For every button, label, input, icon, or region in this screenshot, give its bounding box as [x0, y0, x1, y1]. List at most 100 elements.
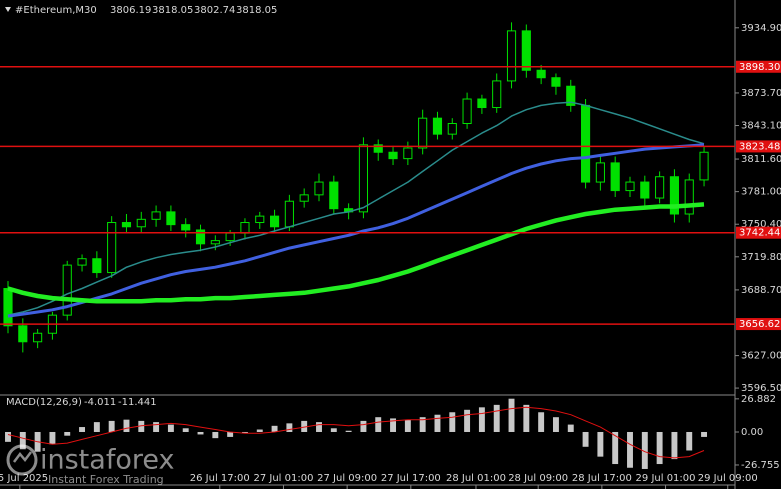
candle-body	[655, 176, 665, 199]
watermark-tagline: Instant Forex Trading	[48, 473, 164, 486]
candle-body	[610, 162, 620, 192]
price-panel: 3934.90 3873.70 3843.10 3811.60 3781.00 3750.…	[0, 22, 781, 489]
candle-body	[640, 181, 650, 199]
candle-body	[462, 98, 472, 125]
signal-line	[7, 406, 705, 459]
macd-bar	[449, 412, 456, 432]
macd-bar	[138, 420, 145, 432]
x-tick-label: 29 Jul 09:00	[698, 473, 758, 484]
macd-bar	[241, 431, 248, 434]
macd-bar	[19, 431, 26, 450]
candle-body	[240, 222, 250, 234]
macd-bar	[316, 422, 322, 432]
x-tick-label: 29 Jul 01:00	[636, 473, 696, 484]
watermark-logo-mark	[13, 451, 32, 463]
macd-bar	[686, 431, 693, 451]
macd-bar	[523, 404, 530, 432]
candle-body	[284, 200, 294, 228]
macd-bar	[167, 424, 174, 432]
y-tick-label: 3750.40	[741, 219, 781, 230]
menu-arrow[interactable]	[5, 7, 11, 12]
level-label: 3898.30	[739, 62, 780, 73]
y-tick-label: 3627.00	[741, 351, 781, 362]
candle-body	[92, 258, 102, 274]
y-tick-label: 3719.80	[741, 252, 781, 263]
macd-bar	[701, 431, 708, 437]
header-value: 3802.74	[194, 5, 235, 16]
candle-body	[33, 332, 43, 343]
y-tick-label: 3873.70	[741, 88, 781, 99]
header-value: 3818.05	[152, 5, 193, 16]
candle-body	[418, 117, 428, 149]
x-tick-label: 25 Jul 2025	[0, 473, 48, 484]
candle-body	[107, 222, 117, 274]
macd-bar	[49, 431, 56, 445]
candle-body	[195, 229, 206, 245]
candle-body	[269, 215, 280, 228]
macd-bar	[478, 407, 485, 432]
candle-body	[136, 218, 146, 228]
macd-bar	[656, 431, 663, 465]
candle-body	[225, 232, 235, 242]
watermark-brand: instaforex	[40, 445, 174, 476]
candle-body	[566, 85, 576, 106]
candle-body	[181, 224, 191, 231]
macd-bar	[641, 431, 648, 469]
candle-body	[625, 181, 635, 192]
level-label: 3823.48	[739, 141, 780, 152]
macd-bar	[153, 422, 160, 432]
macd-value: -4.011	[84, 397, 116, 408]
candle-body	[492, 80, 502, 109]
moving-average	[7, 101, 705, 316]
macd-bar	[567, 424, 574, 432]
macd-bar	[493, 404, 500, 432]
candle-body	[551, 77, 561, 87]
y-tick-label: 3934.90	[741, 23, 781, 34]
macd-bar	[212, 431, 219, 439]
candle-body	[388, 151, 398, 160]
candle-body	[329, 181, 339, 210]
macd-bar	[330, 428, 337, 432]
candle-body	[255, 215, 265, 224]
macd-panel: 26.882 0.00 -26.755	[5, 394, 780, 471]
x-tick-label: 28 Jul 09:00	[508, 473, 568, 484]
level-label-box	[736, 60, 781, 73]
candle-body	[62, 264, 72, 316]
candle-body	[210, 240, 220, 245]
candle-body	[521, 30, 531, 71]
macd-title: MACD(12,26,9)	[6, 397, 82, 408]
macd-bar	[597, 431, 604, 457]
macd-bar	[227, 431, 234, 437]
macd-bar	[552, 417, 559, 432]
candle-body	[18, 325, 28, 343]
x-tick-label: 27 Jul 17:00	[381, 473, 441, 484]
candle-body	[121, 222, 132, 228]
level-label-box	[736, 140, 781, 153]
macd-bar	[375, 417, 382, 432]
y-tick-label: 3843.10	[741, 121, 781, 132]
macd-bar	[123, 419, 130, 432]
candle-body	[432, 117, 443, 135]
macd-bar	[108, 420, 115, 432]
macd-bar	[182, 428, 189, 432]
candle-body	[580, 104, 591, 183]
macd-bar	[671, 431, 678, 460]
macd-bar	[301, 420, 308, 432]
macd-bar	[64, 431, 71, 436]
macd-bar	[538, 412, 545, 432]
macd-bar	[434, 414, 441, 432]
macd-bar	[419, 417, 426, 432]
y-tick-label: 3781.00	[741, 187, 781, 198]
y-tick-label: 0.00	[741, 427, 763, 438]
macd-bar	[271, 425, 278, 432]
macd-bar	[627, 431, 633, 468]
macd-bar	[404, 419, 411, 432]
watermark: instaforex Instant Forex Trading	[6, 444, 174, 486]
macd-bar	[79, 427, 86, 432]
x-tick-label: 26 Jul 17:00	[190, 473, 250, 484]
macd-bar	[345, 430, 352, 432]
candle-body	[358, 144, 369, 213]
candle-body	[477, 98, 487, 109]
